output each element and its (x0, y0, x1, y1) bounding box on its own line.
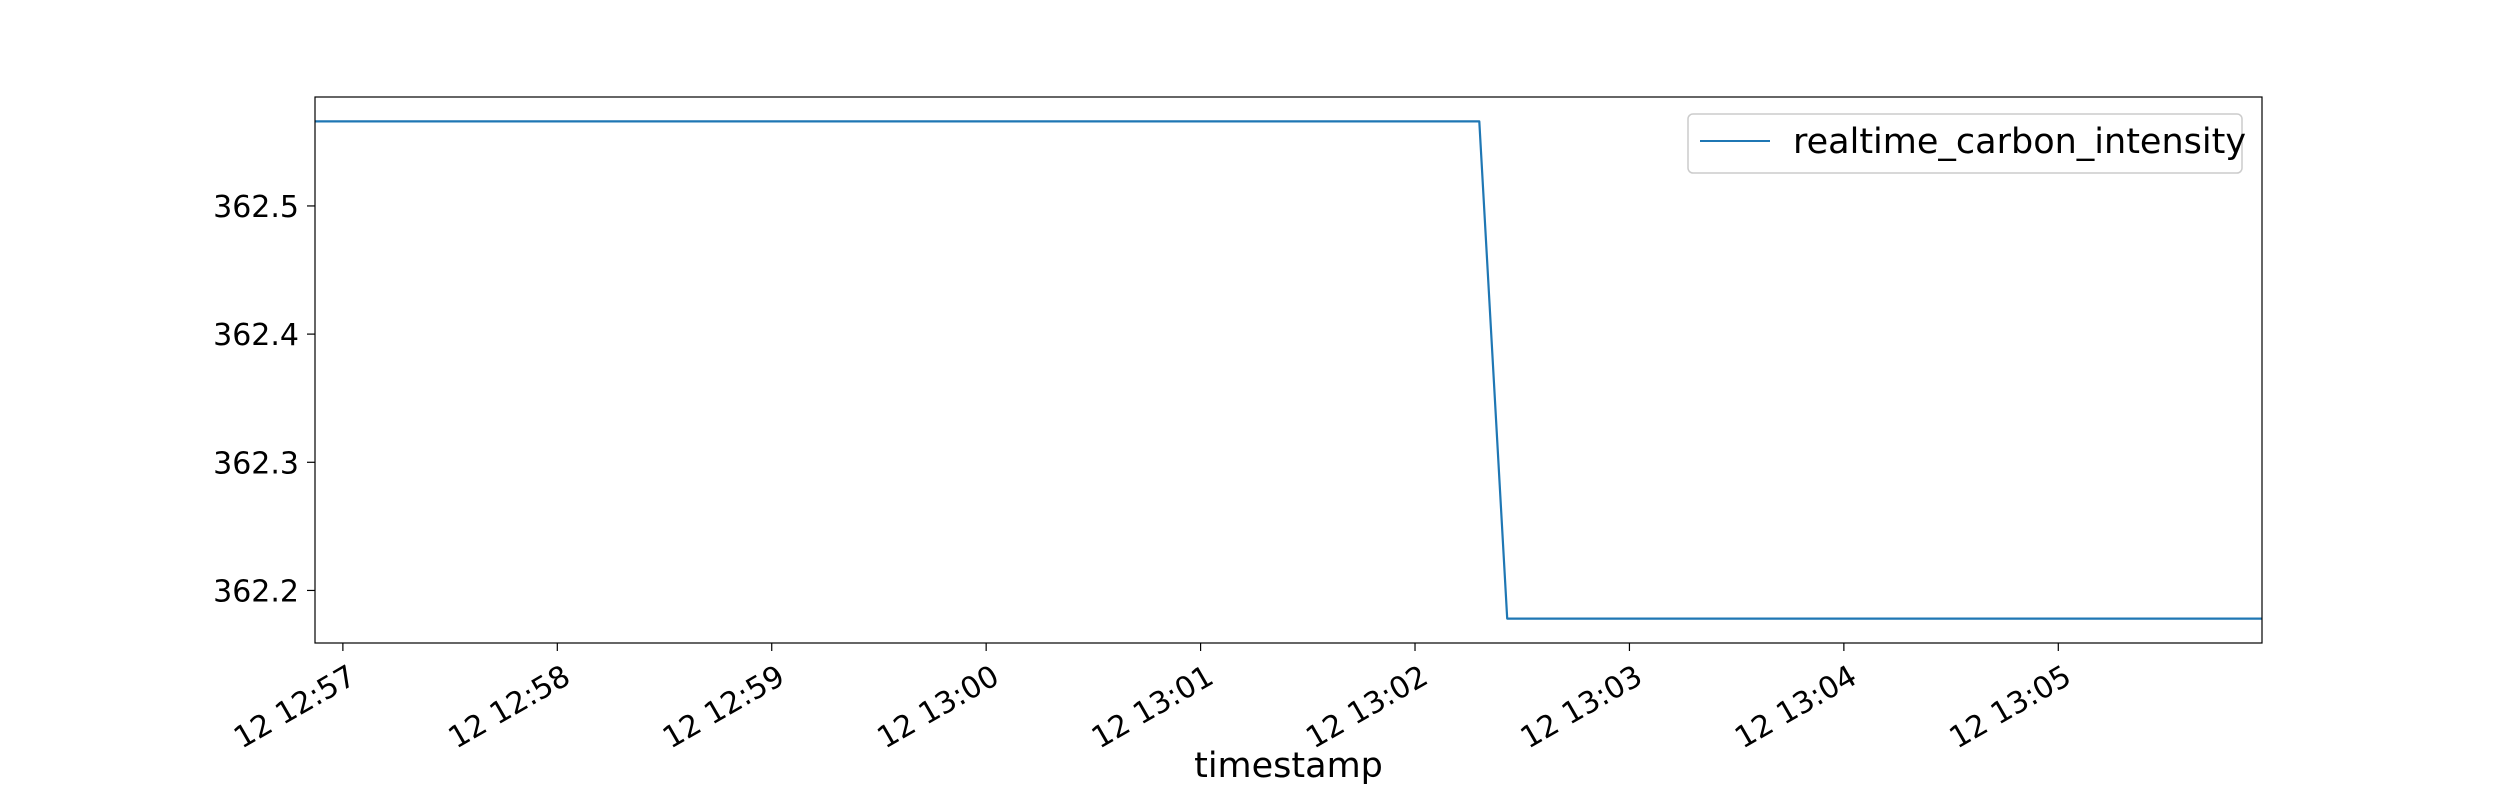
y-tick-label: 362.5 (213, 190, 299, 225)
legend-box (1687, 113, 2243, 174)
series-layer (315, 120, 2262, 620)
y-tick-label: 362.2 (213, 574, 299, 609)
x-axis-label: timestamp (1194, 746, 1383, 786)
plot-frame (314, 96, 2263, 644)
legend: realtime_carbon_intensity (1687, 113, 2246, 174)
series-line-realtime-carbon-intensity (315, 120, 2262, 620)
y-tick-label: 362.3 (213, 446, 299, 481)
y-axis: 362.2 362.3 362.4 362.5 (213, 190, 315, 609)
legend-label-realtime-carbon-intensity: realtime_carbon_intensity (1793, 122, 2246, 162)
y-tick-label: 362.4 (213, 318, 299, 353)
